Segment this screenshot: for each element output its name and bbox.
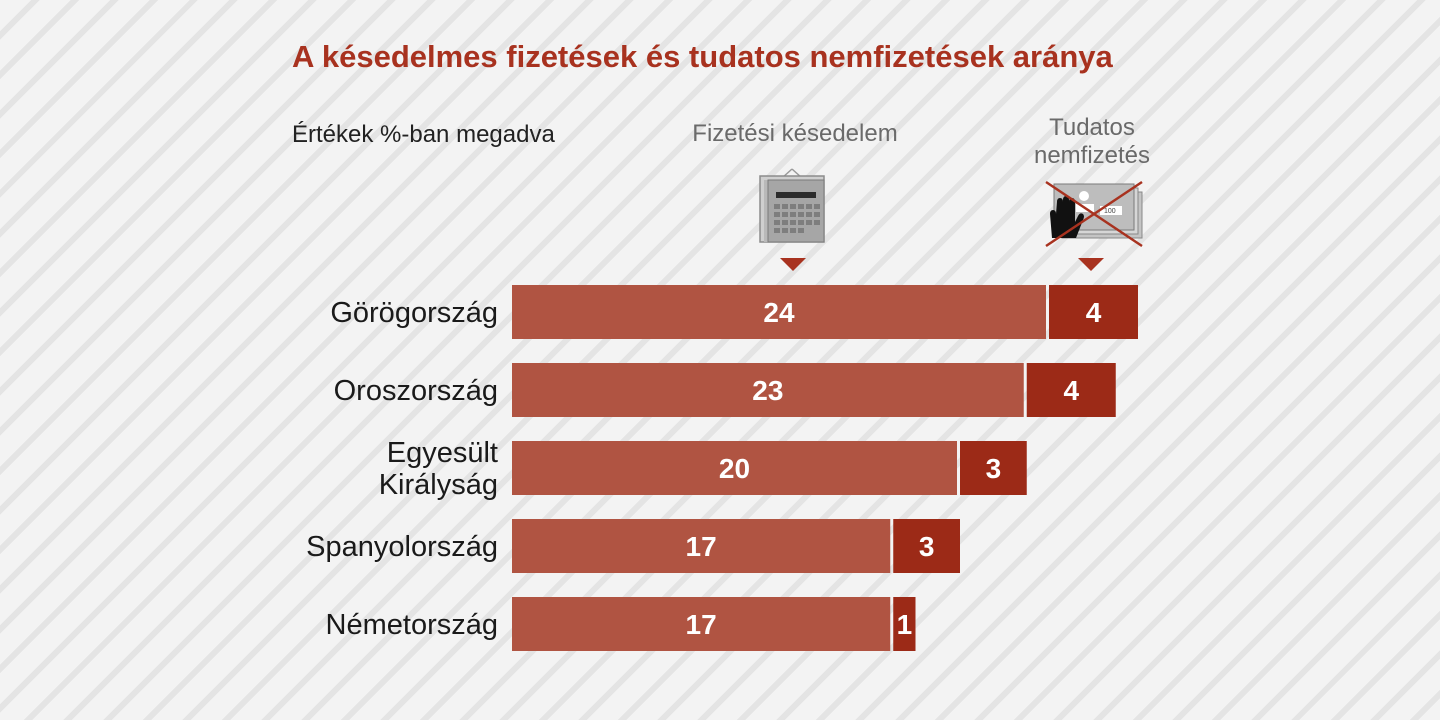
legend-intentional-nonpayment: Tudatos nemfizetés: [1010, 114, 1174, 170]
category-label-line: Oroszország: [334, 375, 498, 407]
bar-late-payment: [512, 363, 1024, 417]
chart-subtitle: Értékek %-ban megadva: [292, 121, 555, 148]
bar-intentional-nonpayment: [1026, 363, 1116, 417]
legend-late-payment: Fizetési késedelem: [692, 120, 898, 147]
value-label-intentional-nonpayment: 3: [919, 531, 935, 562]
value-label-intentional-nonpayment: 1: [897, 609, 913, 640]
category-label-line: Spanyolország: [306, 531, 498, 563]
value-label-late-payment: 23: [752, 375, 783, 406]
svg-text:100: 100: [1104, 208, 1116, 215]
value-label-late-payment: 24: [763, 297, 795, 328]
crossed-out-money-stop-hand-icon: 100: [1045, 180, 1143, 248]
bar-late-payment: [512, 441, 957, 495]
calendar-icon: [759, 168, 825, 243]
category-label: Oroszország: [334, 375, 498, 407]
value-label-late-payment: 17: [686, 531, 717, 562]
value-label-intentional-nonpayment: 3: [986, 453, 1002, 484]
value-label-intentional-nonpayment: 4: [1063, 375, 1079, 406]
bar-intentional-nonpayment: [960, 441, 1027, 495]
legend-intentional-line-1: Tudatos: [1049, 114, 1135, 141]
bar-late-payment: [512, 285, 1046, 339]
category-label-line: Németország: [326, 609, 498, 641]
value-label-intentional-nonpayment: 4: [1086, 297, 1102, 328]
bar-intentional-nonpayment: [1049, 285, 1138, 339]
category-label-line: Egyesült: [387, 437, 498, 469]
value-label-late-payment: 20: [719, 453, 750, 484]
bar-intentional-nonpayment: [893, 597, 916, 651]
intentional-nonpayment-arrow: [1078, 258, 1104, 271]
late-payment-arrow: [780, 258, 806, 271]
bar-late-payment: [512, 597, 891, 651]
category-label: Egyesült Királyság: [379, 437, 498, 501]
category-label-line: Görögország: [330, 297, 498, 329]
bar-intentional-nonpayment: [893, 519, 960, 573]
category-label-line: Királyság: [379, 469, 498, 501]
category-label: Görögország: [330, 297, 498, 329]
category-label: Németország: [326, 609, 498, 641]
legend-intentional-line-2: nemfizetés: [1033, 142, 1151, 169]
chart-title: A késedelmes fizetések és tudatos nemfiz…: [292, 39, 1113, 74]
category-label: Spanyolország: [306, 531, 498, 563]
bar-late-payment: [512, 519, 891, 573]
value-label-late-payment: 17: [686, 609, 717, 640]
